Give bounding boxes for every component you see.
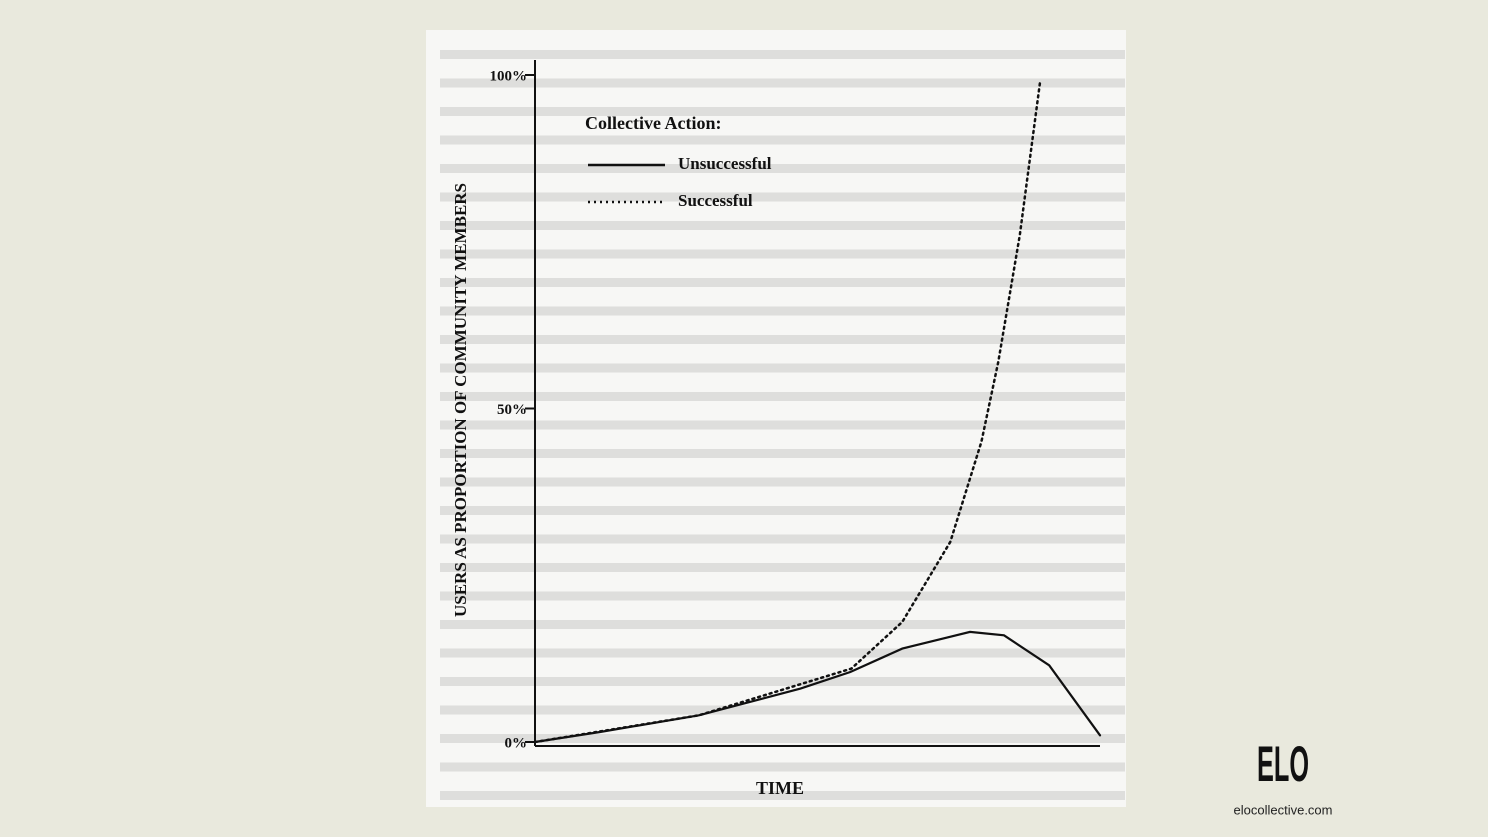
scan-line	[440, 420, 1125, 430]
scan-line	[440, 591, 1125, 601]
scan-line	[440, 563, 1125, 572]
scan-line	[440, 107, 1125, 116]
scan-line	[440, 705, 1125, 715]
legend-label: Unsuccessful	[678, 154, 772, 173]
scan-line	[440, 306, 1125, 316]
scan-line	[440, 449, 1125, 458]
y-tick-label: 50%	[497, 402, 527, 418]
scan-line	[440, 762, 1125, 772]
scan-line	[440, 791, 1125, 800]
scan-line	[440, 734, 1125, 743]
scan-line	[440, 335, 1125, 344]
scan-background-text	[440, 50, 1125, 800]
y-axis-label: USERS AS PROPORTION OF COMMUNITY MEMBERS	[451, 183, 470, 617]
scan-line	[440, 363, 1125, 373]
scan-line	[440, 78, 1125, 88]
scan-line	[440, 249, 1125, 259]
logo: ELO	[1257, 736, 1309, 792]
scan-panel	[426, 30, 1126, 807]
y-tick-label: 100%	[490, 68, 528, 84]
scan-line	[440, 677, 1125, 686]
scan-line	[440, 50, 1125, 59]
y-tick-label: 0%	[505, 735, 528, 751]
scan-line	[440, 392, 1125, 401]
scan-line	[440, 477, 1125, 487]
series-line	[533, 80, 1042, 744]
brand-url: elocollective.com	[1234, 802, 1333, 817]
legend-label: Successful	[678, 191, 753, 210]
scan-line	[440, 620, 1125, 629]
x-axis-label: TIME	[756, 778, 804, 798]
legend-title: Collective Action:	[585, 113, 721, 133]
scan-line	[440, 221, 1125, 230]
scan-line	[440, 164, 1125, 173]
scan-line	[440, 506, 1125, 515]
scan-line	[440, 192, 1125, 202]
scan-line	[440, 278, 1125, 287]
scan-line	[440, 534, 1125, 544]
scan-line	[440, 648, 1125, 658]
scan-line	[440, 135, 1125, 145]
